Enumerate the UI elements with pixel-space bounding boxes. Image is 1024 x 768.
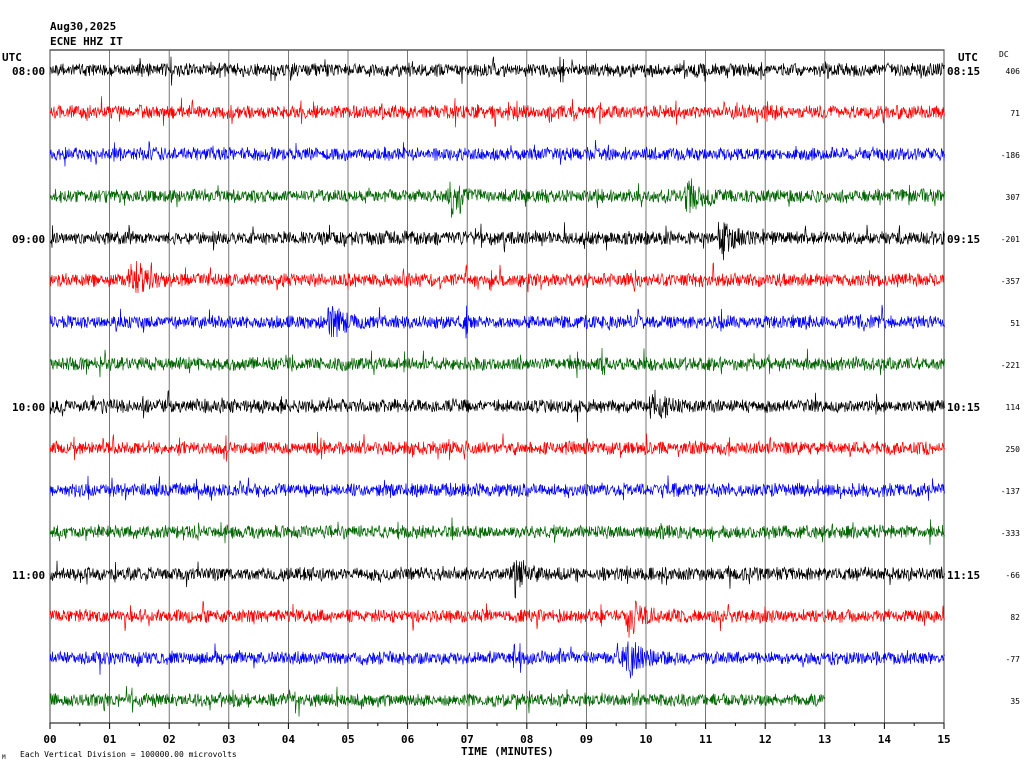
dc-offset-label: 250: [1005, 445, 1020, 454]
left-hour-label: 09:00: [12, 233, 46, 246]
right-time-label: 09:15: [947, 233, 981, 246]
seismic-traces: [49, 56, 945, 717]
trace-row-12: [49, 560, 945, 599]
dc-offset-label: 82: [1010, 613, 1020, 622]
left-hour-label: 11:00: [12, 569, 46, 582]
corner-mark: M: [2, 754, 6, 761]
x-tick-label: 10: [639, 733, 652, 746]
right-time-label: 11:15: [947, 569, 981, 582]
x-tick-label: 09: [580, 733, 593, 746]
x-tick-labels: 00 01 02 03 04 05 06 07 08 09 10 11 12 13 14 15: [43, 733, 950, 746]
x-tick-label: 06: [401, 733, 415, 746]
station-label: ECNE HHZ IT: [50, 35, 123, 48]
right-time-label: 08:15: [947, 65, 981, 78]
dc-offset-label: -221: [1000, 361, 1020, 370]
dc-offset-label: 406: [1005, 67, 1020, 76]
trace-row-7: [49, 347, 945, 379]
dc-offset-label: -201: [1000, 235, 1020, 244]
trace-row-2: [49, 139, 945, 167]
x-tick-label: 04: [282, 733, 296, 746]
trace-row-9: [49, 431, 945, 462]
x-tick-label: 14: [878, 733, 892, 746]
trace-row-6: [49, 304, 945, 339]
date-label: Aug30,2025: [50, 20, 117, 33]
left-hour-label: 08:00: [12, 65, 46, 78]
trace-row-14: [49, 641, 945, 679]
x-tick-label: 03: [222, 733, 235, 746]
x-tick-label: 11: [699, 733, 713, 746]
dc-offset-label: 114: [1005, 403, 1020, 412]
trace-row-1: [49, 96, 945, 128]
dc-offset-label: -137: [1000, 487, 1020, 496]
dc-offset-label: -333: [1000, 529, 1020, 538]
left-hour-label: 10:00: [12, 401, 46, 414]
trace-row-3: [49, 178, 945, 218]
trace-row-13: [49, 600, 945, 638]
dc-header-label: DC: [999, 50, 1009, 59]
dc-offset-label: 71: [1010, 109, 1020, 118]
x-tick-label: 12: [759, 733, 772, 746]
dc-offset-label: -66: [1005, 571, 1020, 580]
dc-offset-label: -77: [1005, 655, 1020, 664]
dc-offset-label: 307: [1005, 193, 1020, 202]
dc-offset-label: 51: [1010, 319, 1020, 328]
x-tick-label: 07: [461, 733, 474, 746]
trace-row-15: [49, 685, 825, 717]
x-axis-title: TIME (MINUTES): [461, 745, 554, 758]
trace-row-4: [49, 221, 945, 261]
x-tick-label: 01: [103, 733, 117, 746]
trace-row-10: [49, 475, 945, 501]
x-tick-label: 02: [163, 733, 176, 746]
trace-row-8: [49, 389, 945, 423]
x-tick-label: 00: [43, 733, 56, 746]
trace-row-5: [50, 260, 945, 294]
right-timezone-label: UTC: [958, 51, 978, 64]
dc-offset-label: -186: [1000, 151, 1020, 160]
trace-row-0: [49, 56, 945, 86]
trace-row-11: [49, 517, 945, 545]
x-tick-label: 05: [341, 733, 354, 746]
scale-note: Each Vertical Division = 100000.00 micro…: [20, 750, 237, 759]
dc-offset-label: 35: [1010, 697, 1020, 706]
dc-offset-label: -357: [1000, 277, 1020, 286]
x-tick-label: 13: [818, 733, 831, 746]
right-time-label: 10:15: [947, 401, 981, 414]
left-timezone-label: UTC: [2, 51, 22, 64]
x-tick-label: 08: [520, 733, 533, 746]
x-tick-label: 15: [937, 733, 950, 746]
